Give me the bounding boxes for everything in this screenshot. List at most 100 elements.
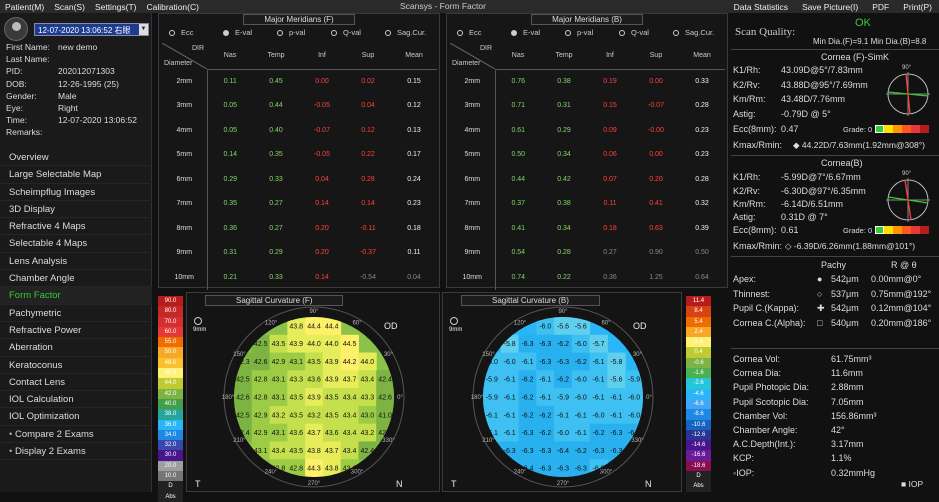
map-cell <box>554 388 573 407</box>
map-value: -6.3 <box>539 466 551 473</box>
value-cell: 0.39 <box>695 224 709 232</box>
grade-segment <box>875 226 884 234</box>
sidebar-item-3d-display[interactable]: 3D Display <box>0 201 152 219</box>
sidebar-item-overview[interactable]: Overview <box>0 149 152 167</box>
table-row: 2mm 0.11 0.45 0.00 0.02 0.15 <box>162 69 437 94</box>
radio-p-val[interactable]: p-val <box>277 28 331 37</box>
bk1-label: K1/Rh: <box>733 172 761 182</box>
sidebar-item-contact-lens[interactable]: Contact Lens <box>0 374 152 392</box>
sidebar-item-large-selectable-map[interactable]: Large Selectable Map <box>0 166 152 184</box>
map-value: -5.8 <box>610 359 622 366</box>
radio-ecc[interactable]: Ecc <box>457 28 511 37</box>
sidebar-item-iol-calculation[interactable]: IOL Calculation <box>0 391 152 409</box>
menu-calibration[interactable]: Calibration(C) <box>146 1 199 12</box>
zoom-icon[interactable] <box>194 317 202 325</box>
patient-info-row: Eye: Right <box>6 103 148 115</box>
stat-value: 0.32mmHg <box>831 467 876 478</box>
save-picture-button[interactable]: Save Picture(I) <box>801 1 859 12</box>
radio-ecc[interactable]: Ecc <box>169 28 223 37</box>
sidebar-item-iol-optimization[interactable]: IOL Optimization <box>0 408 152 426</box>
column-header: Nas <box>495 43 541 70</box>
patient-info-key: Gender: <box>6 90 37 101</box>
value-cell: 0.50 <box>511 151 526 159</box>
sidebar-nav: Overview Large Selectable Map Scheimpflug … <box>0 149 152 461</box>
menu-patient[interactable]: Patient(M) <box>5 1 45 12</box>
stat-label: A.C.Depth(Int.): <box>733 439 796 450</box>
map-cell <box>589 405 608 425</box>
radio-sag-cur-[interactable]: Sag.Cur. <box>385 28 439 37</box>
stat-value: 156.86mm³ <box>831 410 877 421</box>
value-cell: 0.33 <box>269 175 283 183</box>
map-value: -6.2 <box>557 377 569 384</box>
radio-p-val[interactable]: p-val <box>565 28 619 37</box>
patient-info-value: 12-26-1995 (25) <box>58 78 119 89</box>
chevron-down-icon[interactable]: ▼ <box>139 24 148 35</box>
radio-e-val[interactable]: E-val <box>511 28 565 37</box>
zoom-icon[interactable] <box>450 317 458 325</box>
grade-back: Grade: 0 <box>843 226 873 235</box>
radio-dot-icon <box>457 29 463 36</box>
menu-scan[interactable]: Scan(S) <box>54 1 85 12</box>
stat-value: 3.17mm <box>831 439 864 450</box>
sidebar-item-pachymetric[interactable]: Pachymetric <box>0 305 152 322</box>
pdf-button[interactable]: PDF <box>872 1 890 12</box>
iop-checkbox[interactable]: ■ IOP <box>901 479 924 489</box>
sidebar-item-refractive-4-maps[interactable]: Refractive 4 Maps <box>0 218 152 236</box>
value-cell: 0.45 <box>269 78 283 85</box>
sidebar-item-lens-analysis[interactable]: Lens Analysis <box>0 253 152 271</box>
value-cell: 0.22 <box>557 273 571 281</box>
print-button[interactable]: Print(P) <box>903 1 932 12</box>
map-value: -6.1 <box>539 395 551 402</box>
radio-q-val[interactable]: Q-val <box>331 28 385 37</box>
sidebar-item-form-factor[interactable]: Form Factor <box>0 287 152 305</box>
scale-cell: 40.0 <box>158 398 183 410</box>
value-cell: -0.05 <box>314 151 330 159</box>
svg-text:90°: 90° <box>902 171 912 177</box>
sidebar-item-refractive-power[interactable]: Refractive Power <box>0 322 152 340</box>
bkmax-value-text: -6.39D/6.26mm(1.88mm@101°) <box>793 241 916 251</box>
map-cell <box>589 423 608 442</box>
sidebar-item-scheimpflug-images[interactable]: Scheimpflug Images <box>0 184 152 201</box>
radio-dot-icon <box>223 29 229 36</box>
scale-cell: 90.0 <box>158 296 183 307</box>
scale-cell: -16.6 <box>686 450 711 461</box>
sidebar-item-display-2-exams[interactable]: Display 2 Exams <box>0 443 152 461</box>
sidebar-item-selectable-4-maps[interactable]: Selectable 4 Maps <box>0 235 152 253</box>
data-statistics-button[interactable]: Data Statistics <box>733 1 788 12</box>
map-cell <box>625 370 643 389</box>
table-row: 7mm 0.35 0.27 0.14 0.14 0.23 <box>162 191 437 216</box>
map-cell <box>340 388 359 407</box>
grade-segment <box>920 226 929 234</box>
eye-od-label: OD <box>633 321 647 331</box>
map-value: -6.1 <box>504 412 516 419</box>
value-cell: 0.28 <box>695 102 709 110</box>
map-cell <box>305 370 324 389</box>
sidebar-item-aberration[interactable]: Aberration <box>0 339 152 357</box>
map-cell <box>536 352 555 371</box>
map-value: 42.6 <box>236 395 250 402</box>
sidebar-item-keratoconus[interactable]: Keratoconus <box>0 357 152 374</box>
sidebar-item-chamber-angle[interactable]: Chamber Angle <box>0 270 152 288</box>
map-value: 44.0 <box>307 341 321 348</box>
radio-e-val[interactable]: E-val <box>223 28 277 37</box>
radio-q-val[interactable]: Q-val <box>619 28 673 37</box>
scale-cell: -8.6 <box>686 409 711 420</box>
scale-cell: 34.0 <box>158 429 183 441</box>
map-value: -5.6 <box>557 323 569 330</box>
value-cell: 0.23 <box>695 126 709 134</box>
value-cell: 0.28 <box>557 249 571 257</box>
sagittal-back-map[interactable]: 0° 30° 60° 90° 120° 150° 180° 210° 240° 270° 300° 3… <box>443 293 683 493</box>
patient-info-row: PID: 202012071303 <box>6 66 148 78</box>
sidebar-item-compare-2-exams[interactable]: Compare 2 Exams <box>0 426 152 444</box>
exam-select[interactable]: 12-07-2020 13:06:52 右眼 ▼ <box>34 23 149 36</box>
k1-value: 43.09D@5°/7.83mm <box>781 65 863 75</box>
angle-tick: 60° <box>601 321 611 327</box>
menu-settings[interactable]: Settings(T) <box>94 1 137 12</box>
radio-sag-cur-[interactable]: Sag.Cur. <box>673 28 727 37</box>
sagittal-front-map[interactable]: 0° 30° 60° 90° 120° 150° 180° 210° 240° 270° 300° 3… <box>187 293 441 493</box>
map-value: -6.1 <box>610 395 622 402</box>
min-dia: Min Dia.(F)=9.1 Min Dia.(B)=8.8 <box>813 37 927 46</box>
column-header: Mean <box>679 43 725 70</box>
map-cell <box>571 459 591 477</box>
scale-cell: -6.6 <box>686 398 711 410</box>
